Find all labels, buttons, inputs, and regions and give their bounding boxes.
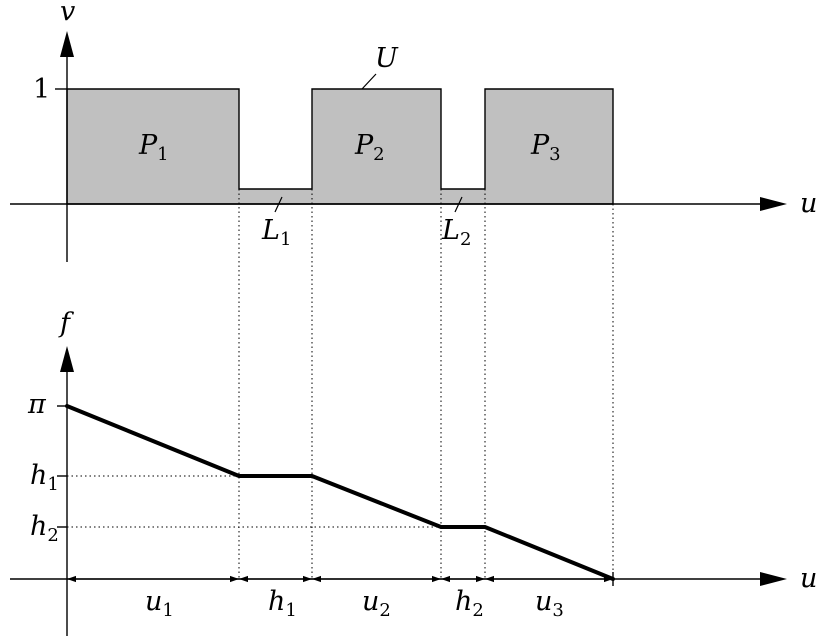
interval-h2-label: h2 (455, 586, 484, 621)
L1-pointer (274, 196, 283, 213)
level-pi-label: π (27, 389, 47, 420)
interval-u1-label: u1 (145, 586, 174, 621)
bottom-diagram: f u π h1 h2 u1 h1 u2 h2 u3 (10, 308, 817, 636)
v-axis-label: v (60, 0, 75, 27)
top-u-axis-label: u (800, 188, 817, 219)
one-label: 1 (33, 74, 50, 105)
region-P2-label: P2 (354, 130, 385, 165)
interval-u3-label: u3 (535, 586, 564, 621)
U-pointer (361, 73, 377, 90)
interval-h1-label: h1 (268, 586, 297, 621)
f-axis-label: f (58, 308, 74, 339)
region-P1-label: P1 (138, 130, 169, 165)
vertical-guides (238, 189, 614, 579)
link-L1-label: L1 (261, 215, 291, 250)
level-h2-label: h2 (30, 511, 59, 546)
U-label: U (375, 43, 399, 74)
region-U-shape (66, 88, 614, 205)
top-v-axis-arrowhead (60, 31, 74, 57)
level-h1-label: h1 (30, 460, 59, 495)
function-f-curve (65, 404, 615, 581)
bottom-u-axis-label: u (800, 563, 817, 594)
interval-u2-label: u2 (362, 586, 391, 621)
L2-pointer (454, 196, 463, 213)
link-L2-label: L2 (441, 215, 471, 250)
top-u-axis-arrowhead (760, 197, 787, 211)
bottom-u-axis-arrowhead (760, 572, 787, 586)
top-diagram: v u 1 U P1 P2 P3 L1 L2 (10, 0, 817, 262)
region-P3-label: P3 (530, 130, 561, 165)
f-axis-arrowhead (60, 346, 74, 372)
